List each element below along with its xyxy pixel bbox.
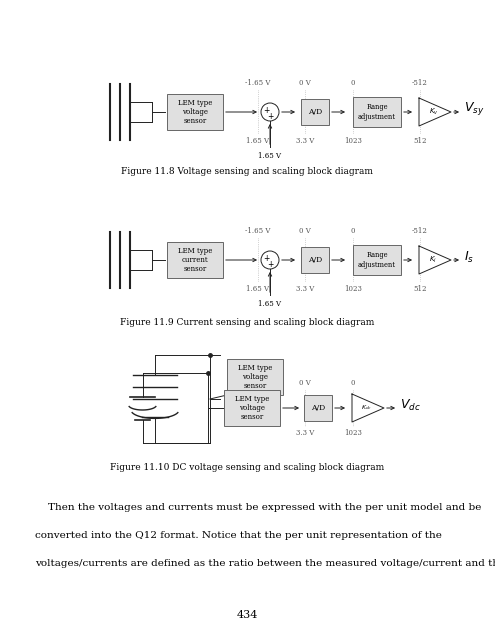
Circle shape	[261, 103, 279, 121]
Text: 0 V: 0 V	[299, 379, 311, 387]
Text: $V_{dc}$: $V_{dc}$	[400, 397, 421, 413]
Text: 3.3 V: 3.3 V	[296, 429, 314, 437]
Text: LEM type
voltage
sensor: LEM type voltage sensor	[238, 364, 272, 390]
Text: 1.65 V: 1.65 V	[247, 137, 269, 145]
Text: 0: 0	[351, 227, 355, 235]
Text: 512: 512	[413, 285, 427, 293]
Text: Range
adjustment: Range adjustment	[358, 252, 396, 269]
Bar	[301, 99, 329, 125]
Text: 3.3 V: 3.3 V	[296, 285, 314, 293]
Text: 0: 0	[351, 79, 355, 87]
Text: -512: -512	[412, 79, 428, 87]
Text: A/D: A/D	[308, 108, 322, 116]
Bar	[353, 97, 401, 127]
Polygon shape	[419, 246, 451, 274]
Bar	[167, 94, 223, 130]
Text: -1.65 V: -1.65 V	[246, 79, 271, 87]
Text: 0: 0	[351, 379, 355, 387]
Text: converted into the Q12 format. Notice that the per unit representation of the: converted into the Q12 format. Notice th…	[35, 531, 442, 540]
Bar	[167, 242, 223, 278]
Text: $K_{dc}$: $K_{dc}$	[361, 404, 372, 412]
Text: +: +	[267, 260, 274, 269]
Text: 0 V: 0 V	[299, 227, 311, 235]
Text: 1023: 1023	[344, 429, 362, 437]
Text: LEM type
voltage
sensor: LEM type voltage sensor	[178, 99, 212, 125]
Bar	[224, 390, 280, 426]
Text: +: +	[267, 112, 274, 121]
Text: 1.65 V: 1.65 V	[258, 300, 282, 308]
Polygon shape	[352, 394, 384, 422]
Text: +: +	[263, 106, 270, 115]
Text: Figure 11.8 Voltage sensing and scaling block diagram: Figure 11.8 Voltage sensing and scaling …	[121, 167, 373, 176]
Text: Range
adjustment: Range adjustment	[358, 104, 396, 120]
Text: Figure 11.9 Current sensing and scaling block diagram: Figure 11.9 Current sensing and scaling …	[120, 318, 374, 327]
Text: 0 V: 0 V	[299, 79, 311, 87]
Text: 512: 512	[413, 137, 427, 145]
Text: 1.65 V: 1.65 V	[258, 152, 282, 160]
Text: -512: -512	[412, 227, 428, 235]
Text: $K_i$: $K_i$	[430, 255, 438, 265]
Text: A/D: A/D	[308, 256, 322, 264]
Text: 1.65 V: 1.65 V	[247, 285, 269, 293]
Bar	[353, 245, 401, 275]
Text: -1.65 V: -1.65 V	[246, 227, 271, 235]
Text: A/D: A/D	[311, 404, 325, 412]
Polygon shape	[419, 98, 451, 126]
Text: 1023: 1023	[344, 137, 362, 145]
Circle shape	[261, 251, 279, 269]
Text: 1023: 1023	[344, 285, 362, 293]
Text: LEM type
voltage
sensor: LEM type voltage sensor	[235, 395, 269, 421]
Text: Figure 11.10 DC voltage sensing and scaling block diagram: Figure 11.10 DC voltage sensing and scal…	[110, 463, 384, 472]
Text: $K_v$: $K_v$	[429, 107, 438, 117]
Bar	[301, 247, 329, 273]
Text: $I_s$: $I_s$	[464, 250, 474, 264]
Text: 434: 434	[236, 610, 258, 620]
Text: 3.3 V: 3.3 V	[296, 137, 314, 145]
Text: Then the voltages and currents must be expressed with the per unit model and be: Then the voltages and currents must be e…	[35, 503, 481, 512]
Bar	[227, 359, 283, 395]
Text: $V_{sy}$: $V_{sy}$	[464, 100, 485, 118]
Bar	[304, 395, 332, 421]
Text: voltages/currents are defined as the ratio between the measured voltage/current : voltages/currents are defined as the rat…	[35, 559, 495, 568]
Text: LEM type
current
sensor: LEM type current sensor	[178, 247, 212, 273]
Text: +: +	[263, 253, 270, 262]
